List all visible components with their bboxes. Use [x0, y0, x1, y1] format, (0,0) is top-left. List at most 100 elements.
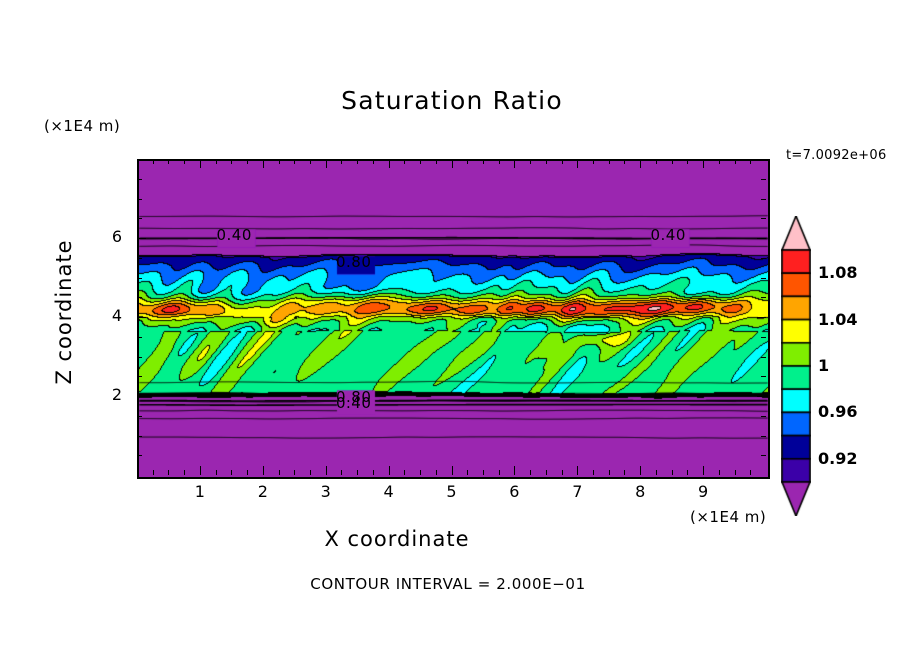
y-tick-label: 2	[111, 385, 122, 404]
y-tick	[757, 238, 766, 239]
x-tick	[152, 159, 154, 164]
colorbar-tick-label: 1.08	[818, 263, 858, 283]
x-tick	[184, 470, 186, 475]
x-tick	[372, 470, 374, 475]
x-tick	[199, 466, 201, 475]
x-tick	[231, 470, 233, 475]
x-tick	[420, 159, 422, 164]
contour-label: 0.80	[336, 253, 372, 272]
x-tick-label: 7	[572, 482, 583, 501]
x-tick	[703, 159, 705, 168]
x-tick	[152, 470, 154, 475]
x-tick	[262, 159, 264, 168]
x-tick	[608, 470, 610, 475]
x-tick-label: 1	[194, 482, 205, 501]
y-tick	[137, 415, 142, 417]
x-tick	[168, 470, 170, 475]
y-tick-label: 6	[111, 227, 122, 246]
y-tick	[761, 415, 766, 417]
x-tick	[341, 159, 343, 164]
x-tick	[357, 470, 359, 475]
y-tick	[137, 356, 142, 358]
x-tick	[199, 159, 201, 168]
y-axis-unit-label: (×1E4 m)	[44, 117, 121, 135]
x-tick	[593, 470, 595, 475]
x-tick	[545, 159, 547, 164]
x-tick	[325, 466, 327, 475]
page-title: Saturation Ratio	[341, 86, 563, 115]
contour-field-canvas	[139, 161, 768, 477]
x-tick	[734, 159, 736, 164]
x-tick	[247, 470, 249, 475]
colorbar-tick-label: 0.92	[818, 448, 858, 468]
y-tick	[761, 198, 766, 200]
y-tick	[761, 277, 766, 279]
x-tick	[294, 470, 296, 475]
contour-interval-caption: CONTOUR INTERVAL = 2.000E−01	[0, 575, 904, 593]
y-tick-label: 4	[111, 306, 122, 325]
y-tick	[761, 455, 766, 457]
x-tick	[671, 159, 673, 164]
x-axis-title-text: X coordinate	[324, 527, 470, 551]
y-tick	[137, 336, 142, 338]
y-tick	[137, 257, 142, 259]
x-tick	[498, 470, 500, 475]
x-tick	[467, 159, 469, 164]
y-tick	[757, 317, 766, 318]
contour-label: 0.40	[216, 226, 252, 245]
x-tick	[498, 159, 500, 164]
y-axis-title: Z coordinate	[52, 239, 76, 385]
x-tick	[655, 470, 657, 475]
x-tick	[294, 159, 296, 164]
x-tick	[718, 470, 720, 475]
x-tick	[608, 159, 610, 164]
x-tick	[168, 159, 170, 164]
y-tick	[137, 178, 142, 180]
x-tick	[687, 159, 689, 164]
x-tick	[577, 466, 579, 475]
y-tick	[761, 297, 766, 299]
x-tick-label: 5	[446, 482, 457, 501]
x-tick-label: 4	[383, 482, 394, 501]
x-tick	[577, 159, 579, 168]
y-tick	[137, 238, 146, 239]
x-tick	[278, 470, 280, 475]
x-tick	[451, 466, 453, 475]
x-tick	[561, 470, 563, 475]
x-tick	[530, 159, 532, 164]
y-tick	[761, 376, 766, 378]
x-tick	[593, 159, 595, 164]
x-tick	[325, 159, 327, 168]
x-tick	[215, 470, 217, 475]
x-axis-title: X coordinate	[0, 527, 904, 551]
y-tick	[137, 218, 142, 220]
y-tick	[137, 317, 146, 318]
contour-label: 0.40	[336, 393, 372, 412]
y-tick	[137, 376, 142, 378]
x-tick	[247, 159, 249, 164]
y-tick	[757, 396, 766, 397]
x-tick-label: 8	[635, 482, 646, 501]
y-tick	[137, 198, 142, 200]
colorbar-tick-label: 0.96	[818, 402, 858, 422]
colorbar-canvas	[781, 216, 811, 516]
x-tick	[420, 470, 422, 475]
contour-interval-text: CONTOUR INTERVAL = 2.000E−01	[310, 575, 586, 593]
x-tick	[624, 159, 626, 164]
x-tick	[514, 466, 516, 475]
colorbar	[781, 216, 811, 516]
x-tick	[372, 159, 374, 164]
y-tick	[137, 297, 142, 299]
x-tick	[750, 159, 752, 164]
x-tick	[262, 466, 264, 475]
contour-label: 0.80	[336, 387, 372, 406]
x-tick	[640, 466, 642, 475]
x-tick-label: 9	[698, 482, 709, 501]
x-tick	[640, 159, 642, 168]
x-tick	[655, 159, 657, 164]
x-tick	[467, 470, 469, 475]
x-tick-label: 2	[257, 482, 268, 501]
x-tick	[687, 470, 689, 475]
x-tick	[215, 159, 217, 164]
contour-label: 0.40	[650, 226, 686, 245]
